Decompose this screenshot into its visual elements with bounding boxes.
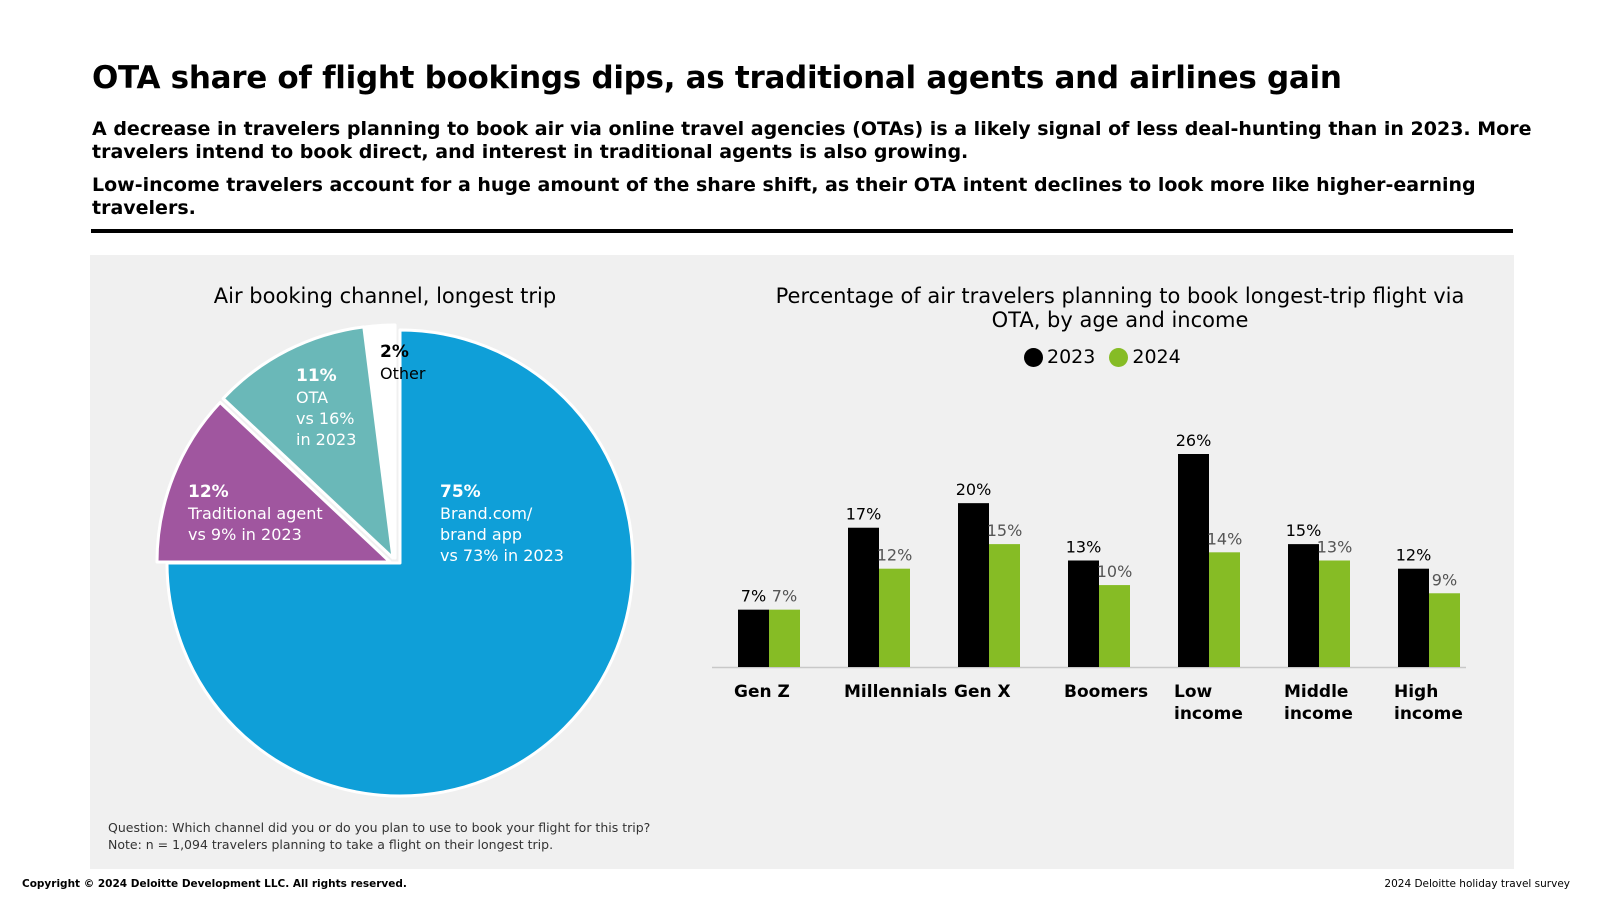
bar-label-2023-5: 15%	[1286, 521, 1322, 540]
bar-2023-4	[1178, 454, 1209, 667]
bar-2023-6	[1398, 568, 1429, 667]
bar-2023-2	[958, 503, 989, 667]
legend-item-2023: 2023	[1024, 346, 1095, 368]
pie-label-other-line1: Other	[380, 364, 426, 383]
legend-swatch-2023	[1024, 347, 1043, 367]
bar-label-2024-6: 9%	[1432, 570, 1457, 589]
bar-2024-6	[1429, 593, 1460, 667]
chart-notes: Question: Which channel did you or do yo…	[108, 819, 650, 853]
category-label-1-0: Millennials	[844, 682, 947, 702]
legend-item-2024: 2024	[1109, 346, 1181, 368]
bar-2024-2	[989, 544, 1020, 667]
bar-chart-legend: 2023 2024	[1024, 346, 1181, 368]
pie-label-brand-note: vs 73% in 2023	[440, 546, 564, 565]
pie-label-agent-note: vs 9% in 2023	[188, 525, 302, 544]
pie-slice-3	[364, 323, 397, 560]
page-subtitle-2: Low-income travelers account for a huge …	[92, 174, 1476, 219]
pie-label-brand: 75% Brand.com/ brand app vs 73% in 2023	[440, 482, 564, 566]
category-label-5-0: Middle	[1284, 682, 1348, 702]
header-divider	[91, 229, 1513, 233]
pie-label-brand-line2: brand app	[440, 525, 523, 544]
category-label-2-0: Gen X	[954, 682, 1011, 702]
category-label-4-1: income	[1174, 704, 1243, 724]
pie-label-brand-pct: 75%	[440, 482, 481, 502]
legend-label-2024: 2024	[1132, 346, 1181, 368]
legend-label-2023: 2023	[1047, 346, 1096, 368]
bar-label-2024-0: 7%	[772, 587, 797, 606]
pie-slice-0	[165, 328, 635, 798]
pie-label-agent: 12% Traditional agent vs 9% in 2023	[188, 482, 323, 545]
page-title: OTA share of flight bookings dips, as tr…	[92, 60, 1342, 96]
pie-label-other: 2% Other	[380, 342, 425, 384]
bar-2024-5	[1319, 560, 1350, 667]
legend-swatch-2024	[1109, 347, 1129, 367]
question-note: Question: Which channel did you or do yo…	[108, 820, 651, 835]
pie-slice-2	[221, 325, 395, 560]
bar-label-2023-0: 7%	[741, 587, 766, 606]
pie-label-brand-line1: Brand.com/	[440, 504, 533, 523]
bar-label-2023-1: 17%	[846, 505, 882, 524]
sample-note: Note: n = 1,094 travelers planning to ta…	[108, 837, 554, 852]
pie-label-ota-note2: in 2023	[296, 430, 357, 449]
bar-2024-0	[769, 609, 800, 667]
bar-2023-5	[1288, 544, 1319, 667]
category-label-6-0: High	[1394, 682, 1438, 702]
category-label-5-1: income	[1284, 704, 1353, 724]
pie-label-ota-note1: vs 16%	[296, 409, 355, 428]
category-label-6-1: income	[1394, 704, 1463, 724]
category-label-3-0: Boomers	[1064, 682, 1148, 702]
copyright: Copyright © 2024 Deloitte Development LL…	[22, 878, 407, 890]
bar-2024-4	[1209, 552, 1240, 667]
bar-label-2024-5: 13%	[1317, 538, 1353, 557]
bar-label-2024-3: 10%	[1097, 562, 1133, 581]
bar-label-2023-6: 12%	[1396, 546, 1432, 565]
pie-chart-title: Air booking channel, longest trip	[213, 284, 557, 308]
bar-label-2024-4: 14%	[1207, 529, 1243, 548]
bar-chart-title: Percentage of air travelers planning to …	[775, 284, 1465, 332]
bar-label-2023-2: 20%	[956, 480, 992, 499]
page-subtitle-1: A decrease in travelers planning to book…	[92, 118, 1532, 163]
pie-label-agent-line1: Traditional agent	[188, 504, 323, 523]
bar-2024-1	[879, 568, 910, 667]
bar-label-2024-1: 12%	[877, 546, 913, 565]
category-label-4-0: Low	[1174, 682, 1213, 702]
bar-2024-3	[1099, 585, 1130, 667]
category-label-0-0: Gen Z	[734, 682, 790, 702]
bar-label-2023-4: 26%	[1176, 431, 1212, 450]
bar-label-2024-2: 15%	[987, 521, 1023, 540]
bar-2023-3	[1068, 560, 1099, 667]
pie-label-other-pct: 2%	[380, 342, 409, 362]
pie-label-ota-pct: 11%	[296, 366, 337, 386]
footer-source: 2024 Deloitte holiday travel survey	[1384, 878, 1570, 890]
pie-label-agent-pct: 12%	[188, 482, 229, 502]
pie-label-ota: 11% OTA vs 16% in 2023	[296, 366, 356, 450]
pie-label-ota-line1: OTA	[296, 388, 329, 407]
bar-label-2023-3: 13%	[1066, 538, 1102, 557]
bar-2023-1	[848, 527, 879, 667]
pie-slice-1	[155, 401, 392, 564]
bar-2023-0	[738, 609, 769, 667]
